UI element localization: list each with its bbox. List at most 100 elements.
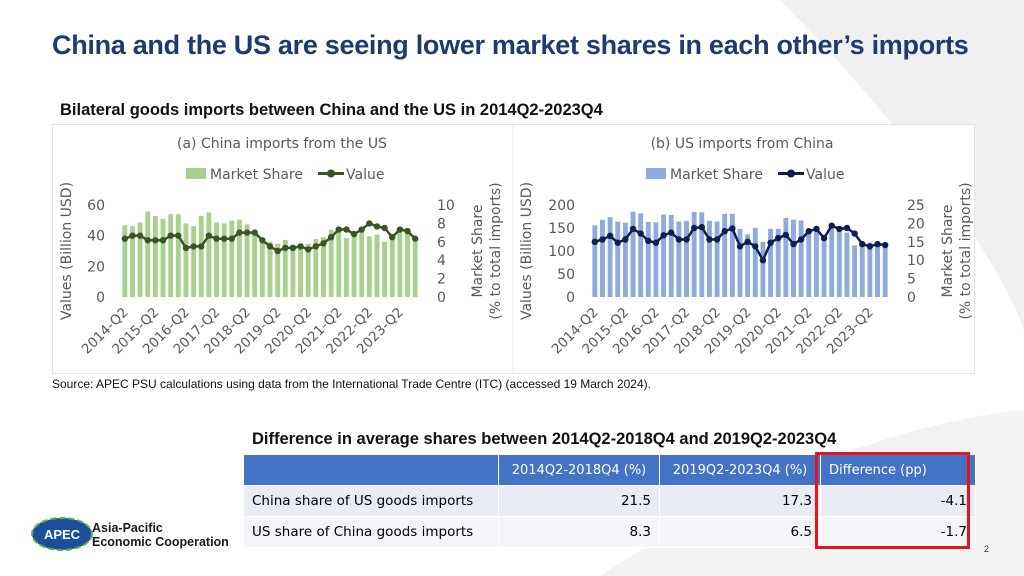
- y-tick-label: 40: [87, 229, 105, 245]
- point: [358, 226, 365, 233]
- bar: [844, 232, 850, 297]
- point: [159, 237, 167, 244]
- chart-title: (a) China imports from the US: [177, 136, 387, 152]
- point: [389, 234, 396, 241]
- point: [599, 236, 606, 243]
- bar: [699, 212, 705, 297]
- y2-tick-label: 0: [907, 290, 916, 306]
- table-row: US share of China goods imports 8.3 6.5 …: [243, 516, 976, 548]
- source-note: Source: APEC PSU calculations using data…: [52, 377, 651, 391]
- chart-panel-a: (a) China imports from the US Market Shar…: [59, 136, 504, 358]
- point: [243, 229, 251, 236]
- point: [606, 232, 614, 240]
- bar: [798, 220, 804, 297]
- legend-label-line: Value: [346, 167, 384, 183]
- point: [320, 240, 327, 247]
- point: [136, 232, 144, 239]
- point: [175, 232, 182, 239]
- bar: [760, 241, 766, 297]
- bar: [806, 230, 812, 297]
- bar: [691, 211, 697, 297]
- bar: [305, 243, 311, 297]
- row-value-period2: 6.5: [659, 516, 821, 548]
- y2-tick-label: 10: [437, 198, 455, 214]
- bar: [267, 241, 273, 297]
- bar: [397, 228, 403, 297]
- point: [297, 243, 304, 250]
- point: [259, 237, 266, 244]
- y-tick-label: 0: [96, 290, 105, 306]
- point: [813, 225, 820, 233]
- bar: [259, 239, 265, 297]
- point: [335, 226, 342, 233]
- bar: [175, 214, 181, 297]
- point: [396, 226, 404, 233]
- bar: [645, 221, 651, 297]
- row-value-difference: -1.7: [820, 516, 976, 548]
- bar: [714, 221, 720, 297]
- point: [152, 237, 159, 244]
- chart-subtitle: Bilateral goods imports between China an…: [60, 101, 603, 119]
- point: [366, 220, 373, 227]
- point: [236, 229, 243, 236]
- table-header-difference: Difference (pp): [820, 454, 976, 486]
- point: [343, 226, 350, 233]
- table-row: China share of US goods imports 21.5 17.…: [243, 485, 976, 517]
- bar: [343, 238, 349, 297]
- point: [782, 231, 790, 239]
- y2-tick-label: 10: [907, 253, 925, 269]
- row-value-period1: 8.3: [498, 516, 660, 548]
- bar: [706, 220, 712, 297]
- apec-logo: APEC: [31, 517, 93, 551]
- bar: [867, 242, 873, 297]
- bar: [722, 213, 728, 297]
- bar: [336, 230, 342, 297]
- bar: [661, 214, 667, 297]
- point: [797, 236, 805, 243]
- row-value-period1: 21.5: [498, 485, 660, 517]
- bar: [130, 226, 135, 297]
- point: [759, 257, 767, 264]
- point: [182, 244, 190, 252]
- page-title: China and the US are seeing lower market…: [52, 30, 969, 60]
- bar: [290, 244, 296, 297]
- bar: [389, 239, 395, 297]
- point: [767, 239, 774, 246]
- point: [190, 243, 197, 250]
- y-tick-label: 150: [548, 221, 575, 237]
- y2-tick-label: 20: [907, 216, 925, 232]
- point: [289, 244, 297, 252]
- bar: [829, 228, 835, 297]
- row-label: China share of US goods imports: [243, 485, 499, 517]
- bar: [412, 241, 418, 297]
- point: [614, 239, 621, 246]
- bar: [275, 243, 281, 297]
- y-axis-title: Values (Billion USD): [59, 182, 75, 320]
- bar: [168, 214, 174, 297]
- dual-chart-svg: (a) China imports from the US Market Shar…: [59, 125, 974, 373]
- point: [129, 232, 136, 239]
- table-title: Difference in average shares between 201…: [252, 430, 837, 448]
- bar: [737, 228, 743, 297]
- y2-axis-title: Market Share (% to total imports): [470, 182, 504, 319]
- bar: [191, 226, 197, 297]
- point: [660, 232, 667, 239]
- bar: [229, 220, 235, 297]
- point: [690, 224, 698, 232]
- page-number: 2: [984, 544, 990, 554]
- bar: [638, 213, 644, 297]
- point: [381, 224, 388, 232]
- bar: [859, 243, 865, 297]
- row-label: US share of China goods imports: [243, 516, 499, 548]
- y2-tick-label: 15: [907, 235, 925, 251]
- y-tick-label: 50: [557, 267, 575, 283]
- bar: [206, 212, 212, 297]
- table-header-period2: 2019Q2-2023Q4 (%): [659, 454, 821, 486]
- point: [251, 229, 258, 236]
- bar: [236, 219, 242, 297]
- point: [744, 238, 751, 245]
- point: [198, 243, 205, 250]
- bar: [382, 241, 388, 297]
- legend-marker: [787, 169, 795, 178]
- y2-tick-label: 0: [437, 290, 446, 306]
